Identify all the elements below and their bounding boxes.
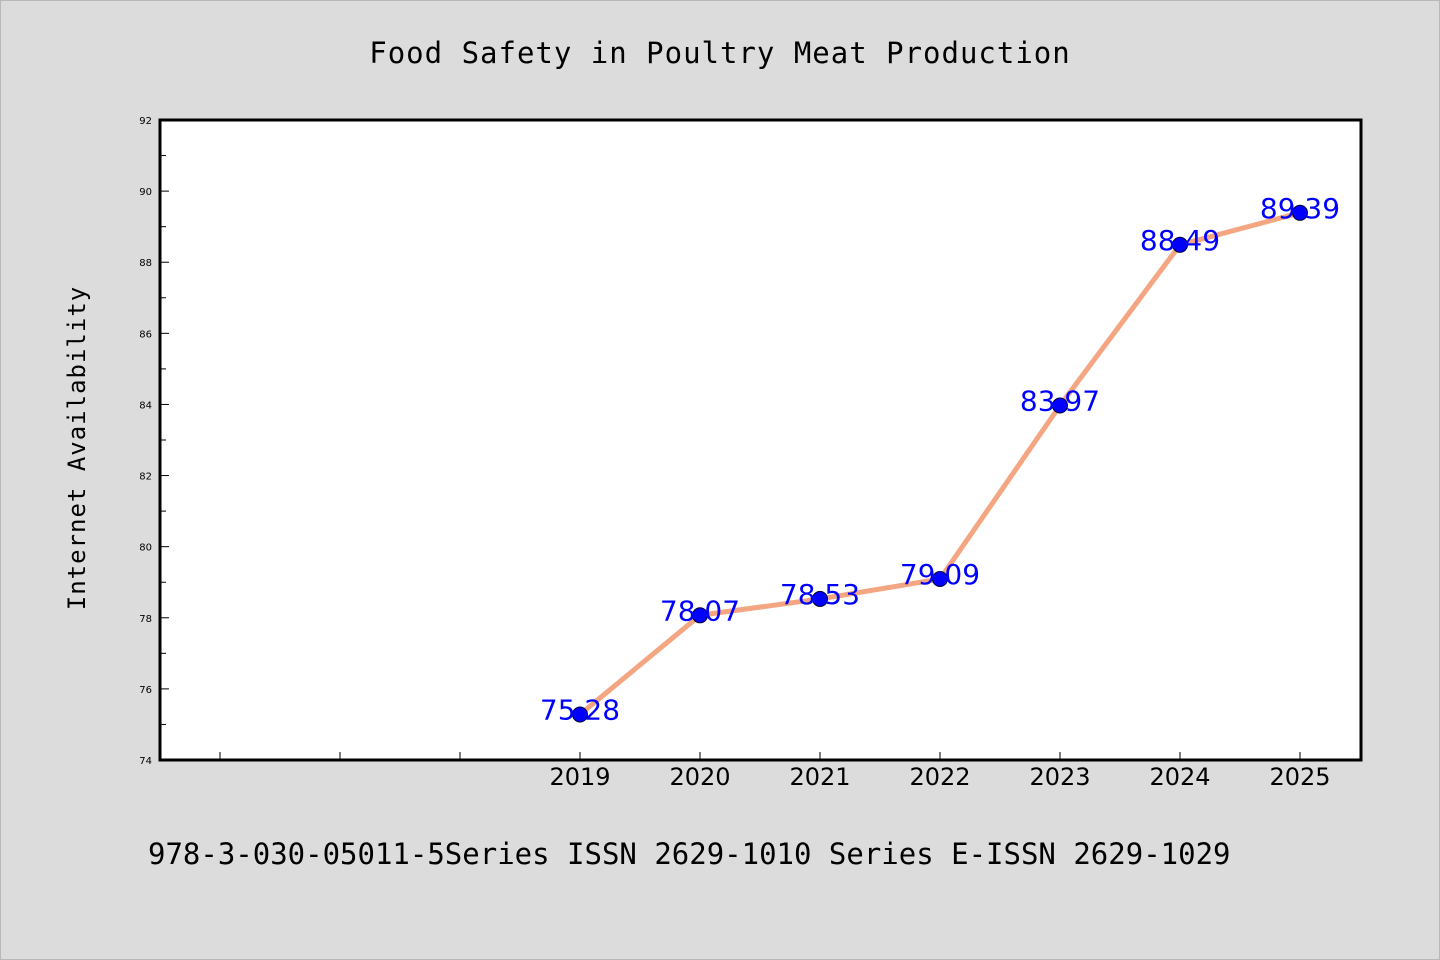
y-tick-label: 74 [139,756,152,767]
data-label: 78.53 [780,578,860,611]
data-label: 88.49 [1140,224,1220,257]
y-tick-label: 76 [139,685,152,696]
data-label: 83.97 [1020,385,1100,418]
data-labels: 75.28 78.07 78.53 79.09 83.97 88.49 89.39 [540,192,1340,727]
x-tick-label: 2020 [669,763,730,791]
y-axis-label: Internet Availability [63,286,91,610]
y-tick-label: 80 [139,543,152,554]
plot-area [158,118,1363,762]
data-label: 75.28 [540,693,620,726]
y-axis: 74 76 78 80 82 84 86 88 90 92 [139,116,169,767]
y-tick-label: 86 [139,329,152,340]
data-label: 78.07 [660,594,740,627]
data-point [1292,204,1308,221]
y-tick-label: 84 [139,400,152,411]
x-axis: 2019 2020 2021 2022 2023 2024 2025 [219,752,1331,791]
x-tick-label: 2019 [549,763,610,791]
chart-title: Food Safety in Poultry Meat Production [369,36,1070,70]
footer-text: 978-3-030-05011-5Series ISSN 2629-1010 S… [148,837,1231,871]
data-point [572,706,588,723]
y-tick-label: 82 [139,472,152,483]
y-tick-label: 88 [139,258,152,269]
x-tick-label: 2025 [1269,763,1330,791]
y-tick-label: 92 [139,116,152,127]
y-tick-label: 90 [139,187,152,198]
data-point [812,590,828,607]
x-tick-label: 2023 [1029,763,1090,791]
data-point [692,607,708,624]
data-point [1172,236,1188,253]
data-point [932,571,948,588]
data-point [1052,397,1068,414]
data-label: 79.09 [900,558,980,591]
data-label: 89.39 [1260,192,1340,225]
x-tick-label: 2021 [789,763,850,791]
series-markers [572,204,1308,723]
x-tick-label: 2024 [1149,763,1210,791]
y-tick-label: 78 [139,614,152,625]
x-tick-label: 2022 [909,763,970,791]
